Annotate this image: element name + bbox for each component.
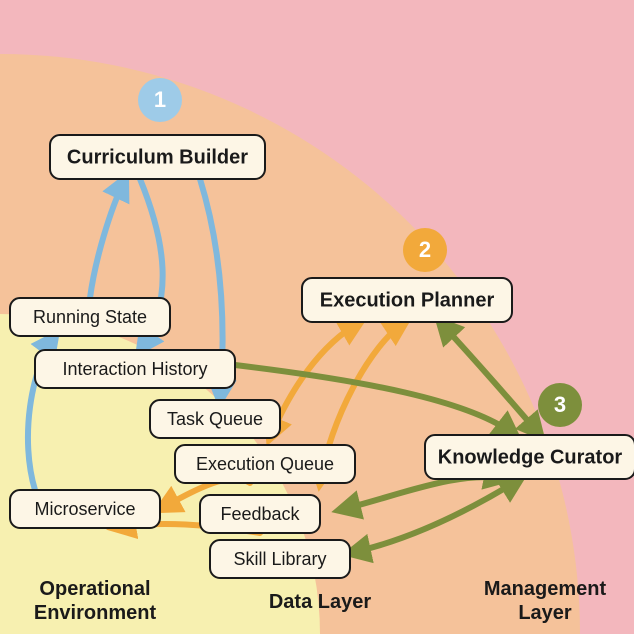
layered-flow-diagram: Curriculum Builder Execution Planner Knowl… [0,0,634,634]
node-planner: Execution Planner [302,278,512,322]
node-curator: Knowledge Curator [425,435,634,479]
node-label-microservice: Microservice [34,499,135,519]
badge-num-2: 2 [419,237,431,262]
node-feedback: Feedback [200,495,320,533]
node-execqueue: Execution Queue [175,445,355,483]
node-skilllib: Skill Library [210,540,350,578]
node-label-curriculum: Curriculum Builder [67,146,248,168]
node-label-skilllib: Skill Library [233,549,326,569]
node-label-curator: Knowledge Curator [438,446,623,468]
node-running: Running State [10,298,170,336]
node-label-execqueue: Execution Queue [196,454,334,474]
node-microservice: Microservice [10,490,160,528]
layer-label-data: Data Layer [269,591,371,613]
node-label-planner: Execution Planner [320,289,495,311]
node-taskqueue: Task Queue [150,400,280,438]
node-label-feedback: Feedback [220,504,300,524]
node-label-history: Interaction History [62,359,207,379]
badge-num-3: 3 [554,392,566,417]
node-label-running: Running State [33,307,147,327]
node-label-taskqueue: Task Queue [167,409,263,429]
node-history: Interaction History [35,350,235,388]
node-curriculum: Curriculum Builder [50,135,265,179]
badge-num-1: 1 [154,87,166,112]
